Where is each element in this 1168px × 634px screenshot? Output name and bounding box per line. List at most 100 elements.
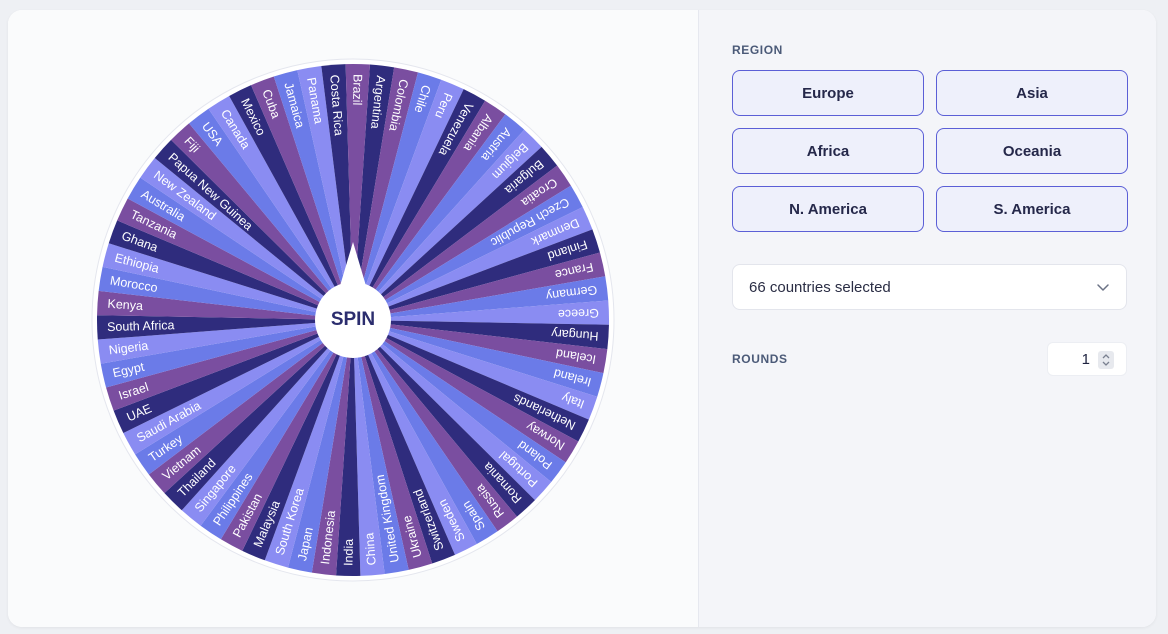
region-button-south-america[interactable]: S. America xyxy=(936,186,1128,232)
wheel-segment xyxy=(353,146,558,320)
wheel-segment xyxy=(353,320,409,575)
wheel-segment xyxy=(353,320,589,442)
wheel-segment-label: Nigeria xyxy=(108,339,149,358)
wheel-segment xyxy=(171,123,353,320)
wheel-segment xyxy=(97,320,353,364)
wheel-segment xyxy=(353,64,395,320)
wheel-segment xyxy=(297,65,353,320)
wheel-segment xyxy=(127,177,353,320)
wheel-segment-label: Egypt xyxy=(111,360,146,381)
wheel-segment xyxy=(353,320,385,576)
wheel-segment xyxy=(311,320,353,576)
wheel-segment xyxy=(353,89,486,320)
wheel-segment xyxy=(353,320,609,350)
wheel-segment xyxy=(242,320,353,561)
wheel-segment xyxy=(353,79,464,320)
wheel-segment xyxy=(353,100,506,320)
wheel-segment xyxy=(353,252,606,320)
wheel-segment xyxy=(353,320,498,545)
wheel-segment xyxy=(353,114,525,320)
wheel-segment xyxy=(353,320,517,532)
rounds-value[interactable]: 1 xyxy=(1081,351,1090,368)
wheel-segment xyxy=(164,320,353,511)
wheel-segment xyxy=(181,320,353,526)
wheel-segment xyxy=(353,320,579,463)
wheel-segment xyxy=(251,76,353,320)
wheel-segment xyxy=(353,320,552,501)
region-button-europe[interactable]: Europe xyxy=(732,70,924,116)
wheel-segment xyxy=(321,64,353,320)
wheel-segment-label: Germany xyxy=(544,283,597,303)
wheel-segment-label: Costa Rica xyxy=(327,74,346,136)
wheel-segment xyxy=(353,300,610,325)
wheel-segment xyxy=(353,229,600,320)
wheel-segment-label: Indonesia xyxy=(318,510,338,565)
wheel-segment xyxy=(96,315,353,340)
wheel-segment-label: Kenya xyxy=(107,297,143,313)
wheel-segment xyxy=(288,320,353,573)
wheel-segment-label: Japan xyxy=(295,526,316,562)
wheel-segment-label: Iceland xyxy=(555,346,597,366)
wheel-segment xyxy=(140,158,353,320)
wheel-segment xyxy=(106,320,353,411)
wheel-segment xyxy=(353,185,583,320)
wheel-segment xyxy=(154,139,353,320)
wheel-segment xyxy=(113,320,353,434)
region-button-asia[interactable]: Asia xyxy=(936,70,1128,116)
wheel-segment-label: Argentina xyxy=(368,75,388,130)
wheel-segment-label: Greece xyxy=(558,306,599,321)
wheel-segment xyxy=(264,320,353,568)
spin-button[interactable]: SPIN xyxy=(319,288,387,352)
wheel-segment-label: India xyxy=(341,539,356,566)
wheel-segment xyxy=(353,206,593,320)
rounds-label: ROUNDS xyxy=(732,352,788,366)
wheel-segment xyxy=(220,320,353,551)
wheel-segment xyxy=(353,320,604,397)
region-label: REGION xyxy=(732,43,783,57)
wheel-segment xyxy=(102,243,353,320)
wheel-segment xyxy=(336,320,361,576)
wheel-segment xyxy=(100,320,353,388)
country-select-dropdown[interactable]: 66 countries selected xyxy=(732,264,1127,310)
rounds-input[interactable]: 1 xyxy=(1047,342,1127,376)
wheel-segment xyxy=(135,320,353,475)
chevron-down-icon xyxy=(1097,284,1109,291)
wheel-segment xyxy=(353,320,598,420)
wheel-segment xyxy=(353,320,566,482)
wheel-segment xyxy=(189,108,353,320)
wheel-hub[interactable] xyxy=(315,282,391,358)
stepper-arrows-icon xyxy=(1102,354,1110,366)
region-button-north-america[interactable]: N. America xyxy=(732,186,924,232)
wheel-segment xyxy=(353,276,609,320)
rounds-stepper[interactable] xyxy=(1098,351,1114,369)
wheel-segment xyxy=(208,95,353,320)
wheel-segment xyxy=(117,198,353,320)
wheel-segment xyxy=(353,67,418,320)
wheel-segment xyxy=(353,165,571,320)
wheel-segment xyxy=(353,320,608,374)
wheel-segment xyxy=(98,266,353,320)
wheel-segment-label: Brazil xyxy=(350,74,365,106)
region-button-africa[interactable]: Africa xyxy=(732,128,924,174)
wheel-segment xyxy=(229,85,353,321)
wheel-segment xyxy=(148,320,353,494)
wheel-segment xyxy=(353,320,477,555)
country-count-text: 66 countries selected xyxy=(749,279,891,296)
wheel-segment xyxy=(273,70,353,320)
wheel-segment xyxy=(353,72,442,320)
settings-panel: REGION Europe Asia Africa Oceania N. Ame… xyxy=(698,10,1156,627)
wheel-segment-label: South Africa xyxy=(107,318,175,334)
wheel-segment-label: China xyxy=(362,532,378,566)
app-card: Argentina Colombia Chile Peru Venezuela Alban… xyxy=(8,10,1156,627)
wheel-segment-label: Hungary xyxy=(550,326,599,343)
wheel-segment xyxy=(353,129,542,320)
wheel-segment xyxy=(108,220,353,320)
wheel-segment xyxy=(123,320,353,455)
wheel-panel: Argentina Colombia Chile Peru Venezuela Alban… xyxy=(8,10,698,627)
region-button-oceania[interactable]: Oceania xyxy=(936,128,1128,174)
wheel-segment xyxy=(353,320,455,564)
wheel-segment xyxy=(353,320,433,570)
wheel-segment xyxy=(200,320,353,540)
wheel-segment xyxy=(353,320,535,517)
